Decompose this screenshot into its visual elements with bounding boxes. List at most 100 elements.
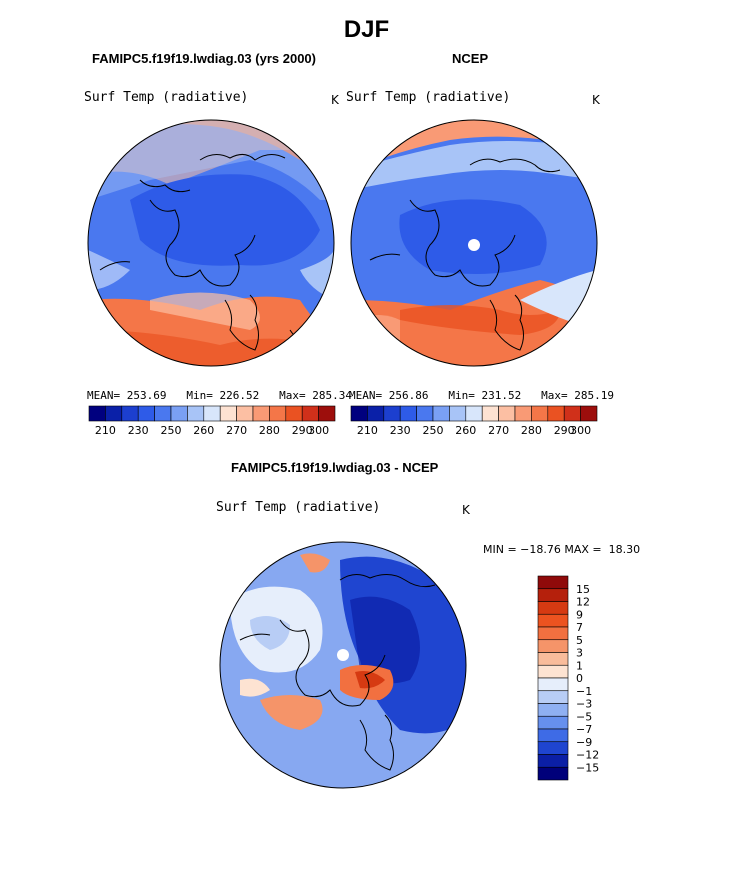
right-colorbar-tick-label: 280: [521, 424, 542, 437]
diff-colorbar-tick-label: −5: [576, 710, 592, 723]
right-colorbar-color-box: [531, 405, 549, 422]
right-colorbar-color-box: [547, 405, 565, 422]
diff-field-label: Surf Temp (radiative): [216, 500, 381, 515]
diff-colorbar-color-box: [537, 575, 569, 590]
right-panel-title: NCEP: [452, 51, 489, 66]
diff-colorbar-color-box: [537, 741, 569, 755]
left-colorbar-color-box: [203, 405, 221, 422]
left-colorbar-color-box: [88, 405, 106, 422]
diff-colorbar-tick-label: 1: [576, 659, 583, 672]
right-colorbar-color-box: [563, 405, 581, 422]
left-colorbar-tick-label: 230: [128, 424, 149, 437]
diff-colorbar-color-box: [537, 613, 569, 628]
diff-colorbar-tick-label: −1: [576, 685, 592, 698]
left-colorbar-color-box: [154, 405, 172, 422]
diff-colorbar-color-box: [537, 766, 569, 781]
diff-colorbar-tick-label: −3: [576, 698, 592, 711]
left-colorbar-color-box: [219, 405, 237, 422]
right-colorbar-color-box: [432, 405, 450, 422]
right-units: K: [592, 93, 600, 107]
diff-colorbar-color-box: [537, 715, 569, 730]
left-colorbar-color-box: [269, 405, 287, 422]
left-colorbar-color-box: [285, 405, 303, 422]
diff-colorbar-color-box: [537, 664, 569, 679]
left-max-value: 285.34: [312, 389, 352, 402]
right-colorbar-color-box: [580, 405, 598, 422]
left-stats: MEAN= 253.69 Min= 226.52 Max= 285.34: [87, 389, 352, 402]
left-colorbar-tick-label: 270: [226, 424, 247, 437]
left-mean-value: 253.69: [126, 389, 167, 402]
right-colorbar-color-box: [383, 405, 401, 422]
right-max-value: 285.19: [574, 389, 614, 402]
diff-colorbar-tick-label: 15: [576, 583, 590, 596]
left-colorbar-color-box: [252, 405, 270, 422]
diff-colorbar-tick-label: 9: [576, 608, 583, 621]
right-colorbar-color-box: [367, 405, 385, 422]
left-colorbar-color-box: [137, 405, 155, 422]
right-colorbar-color-box: [481, 405, 499, 422]
diff-minmax: MIN = −18.76 MAX = 18.30: [483, 543, 641, 556]
right-colorbar-tick-label: 270: [488, 424, 509, 437]
diff-colorbar-tick-label: −9: [576, 736, 592, 749]
right-mean-label: MEAN=: [349, 389, 383, 402]
diff-colorbar-tick-label: 3: [576, 647, 583, 660]
right-min-value: 231.52: [481, 389, 522, 402]
right-colorbar-color-box: [465, 405, 483, 422]
left-colorbar-tick-label: 300: [308, 424, 329, 437]
right-field-label: Surf Temp (radiative): [346, 90, 511, 105]
page-title: DJF: [343, 16, 390, 43]
left-panel-title: FAMIPC5.f19f19.lwdiag.03 (yrs 2000): [92, 51, 316, 66]
right-colorbar-tick-label: 290: [554, 424, 575, 437]
right-colorbar-tick-label: 210: [357, 424, 378, 437]
diff-colorbar-tick-label: 5: [576, 634, 583, 647]
right-max-label: Max=: [541, 389, 568, 402]
left-colorbar-color-box: [318, 405, 336, 422]
diff-colorbar-color-box: [537, 703, 569, 717]
right-colorbar-tick-label: 250: [423, 424, 444, 437]
right-stats: MEAN= 256.86 Min= 231.52 Max= 285.19: [349, 389, 614, 402]
left-colorbar-color-box: [170, 405, 188, 422]
diff-colorbar-color-box: [537, 652, 569, 666]
diff-colorbar-tick-label: −12: [576, 749, 599, 762]
right-colorbar-color-box: [498, 405, 516, 422]
diff-colorbar-color-box: [537, 728, 569, 743]
left-map: [87, 119, 335, 367]
left-mean-label: MEAN=: [87, 389, 121, 402]
diff-colorbar-tick-label: 7: [576, 621, 583, 634]
left-colorbar-tick-label: 210: [95, 424, 116, 437]
left-units: K: [331, 93, 339, 107]
diff-colorbar-tick-label: 12: [576, 596, 590, 609]
pole-marker: [468, 239, 480, 251]
diff-map: [219, 541, 467, 789]
left-min-value: 226.52: [219, 389, 260, 402]
diff-colorbar-tick-label: −15: [576, 761, 599, 774]
left-colorbar-color-box: [121, 405, 139, 422]
pole-marker-diff: [337, 649, 349, 661]
left-max-label: Max=: [279, 389, 306, 402]
left-colorbar-color-box: [187, 405, 205, 422]
diff-colorbar-color-box: [537, 626, 569, 641]
right-mean-value: 256.86: [388, 389, 429, 402]
right-colorbar-tick-label: 300: [570, 424, 591, 437]
right-colorbar-tick-label: 230: [390, 424, 411, 437]
diff-panel-title: FAMIPC5.f19f19.lwdiag.03 - NCEP: [231, 460, 439, 475]
left-min-label: Min=: [186, 389, 213, 402]
left-colorbar-color-box: [301, 405, 319, 422]
diff-colorbar-color-box: [537, 754, 569, 768]
left-colorbar-tick-label: 250: [161, 424, 182, 437]
right-colorbar-color-box: [514, 405, 532, 422]
left-colorbar-tick-label: 280: [259, 424, 280, 437]
right-colorbar-color-box: [350, 405, 368, 422]
right-colorbar-tick-label: 260: [455, 424, 476, 437]
diff-colorbar-color-box: [537, 690, 569, 704]
right-colorbar-color-box: [399, 405, 417, 422]
left-colorbar-tick-label: 260: [193, 424, 214, 437]
left-field-label: Surf Temp (radiative): [84, 90, 249, 105]
right-min-label: Min=: [448, 389, 475, 402]
right-colorbar-color-box: [416, 405, 434, 422]
diff-colorbar-tick-label: −7: [576, 723, 592, 736]
right-map: [350, 119, 598, 367]
